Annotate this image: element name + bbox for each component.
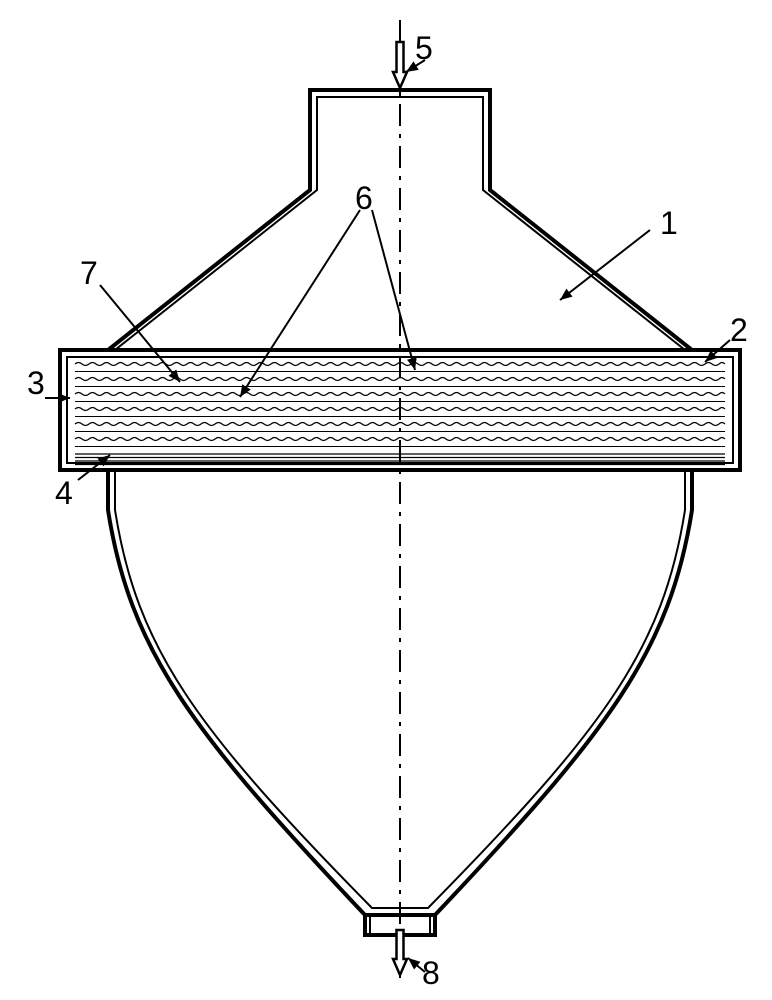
callout-label-4: 4	[55, 475, 73, 512]
callout-label-8: 8	[422, 955, 440, 992]
diagram-svg	[0, 0, 772, 1000]
callout-label-6: 6	[355, 180, 373, 217]
callout-label-7: 7	[80, 255, 98, 292]
callout-label-1: 1	[660, 205, 678, 242]
callout-label-2: 2	[730, 312, 748, 349]
callout-label-3: 3	[27, 365, 45, 402]
diagram-container: 1 2 3 4 5 6 7 8	[0, 0, 772, 1000]
callout-label-5: 5	[415, 30, 433, 67]
